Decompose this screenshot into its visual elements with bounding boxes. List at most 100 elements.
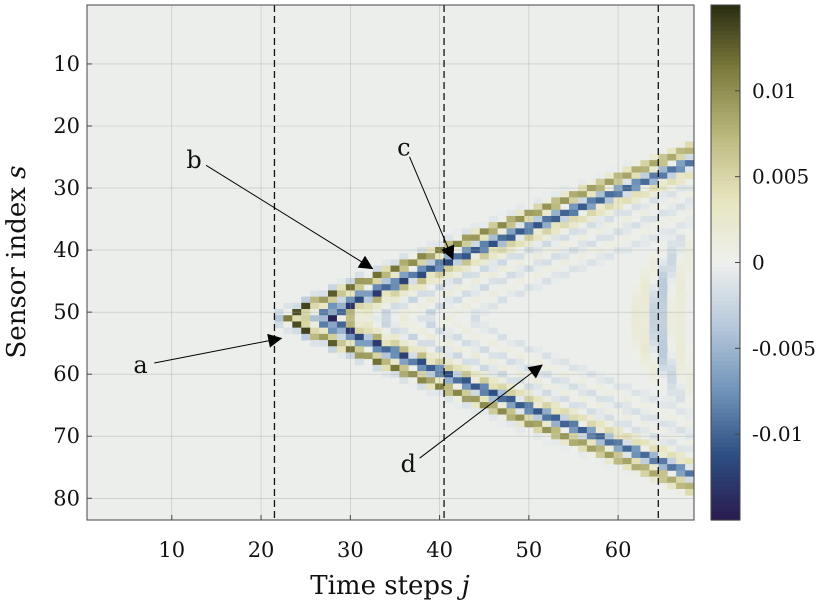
heatmap-cell	[649, 445, 659, 453]
colorbar-step	[711, 301, 740, 307]
heatmap-cell	[622, 178, 632, 186]
heatmap-cell	[586, 191, 597, 198]
heatmap-cell	[310, 327, 320, 335]
heatmap-cell	[577, 240, 588, 248]
colorbar-step	[711, 206, 740, 212]
heatmap-cell	[649, 346, 659, 353]
heatmap-cell	[533, 240, 543, 248]
colorbar-step	[711, 56, 740, 62]
heatmap-cell	[470, 358, 481, 366]
heatmap-cell	[667, 172, 677, 180]
heatmap-cell	[470, 271, 481, 279]
heatmap-cell	[667, 389, 677, 397]
heatmap-cell	[676, 383, 686, 391]
colorbar-step	[711, 86, 740, 92]
heatmap-cell	[479, 402, 490, 409]
heatmap-cell	[604, 166, 615, 173]
heatmap-cell	[542, 364, 552, 372]
colorbar-step	[711, 322, 740, 328]
heatmap-cell	[408, 383, 418, 391]
heatmap-cell	[586, 445, 597, 453]
heatmap-cell	[595, 439, 606, 446]
heatmap-cell	[506, 209, 516, 217]
heatmap-cell	[426, 383, 436, 391]
heatmap-cell	[622, 451, 632, 459]
heatmap-cell	[426, 259, 436, 266]
heatmap-cell	[649, 166, 659, 173]
heatmap-cell	[685, 141, 694, 149]
heatmap-cell	[676, 364, 686, 372]
heatmap-cell	[560, 420, 570, 428]
heatmap-cell	[685, 464, 694, 471]
heatmap-cell	[685, 445, 694, 453]
heatmap-cell	[685, 253, 694, 260]
heatmap-cell	[595, 451, 606, 459]
heatmap-cell	[381, 327, 391, 335]
heatmap-cell	[586, 414, 597, 422]
heatmap-cell	[649, 358, 659, 366]
heatmap-cell	[658, 352, 668, 360]
heatmap-cell	[604, 420, 615, 428]
heatmap-cell	[461, 389, 472, 397]
heatmap-cell	[595, 228, 606, 235]
heatmap-cell	[461, 284, 472, 291]
heatmap-cell	[506, 234, 516, 242]
heatmap-cell	[631, 302, 641, 310]
heatmap-cell	[426, 253, 436, 260]
heatmap-cell	[292, 302, 302, 310]
heatmap-cell	[640, 327, 650, 335]
heatmap-cell	[551, 215, 561, 223]
heatmap-cell	[649, 340, 659, 347]
heatmap-cell	[506, 222, 516, 229]
heatmap-cell	[640, 178, 650, 186]
heatmap-cell	[363, 278, 374, 285]
x-tick-label: 10	[158, 538, 185, 562]
heatmap-cell	[515, 420, 525, 428]
colorbar-step	[711, 292, 740, 298]
heatmap-cell	[417, 271, 427, 279]
heatmap-cell	[417, 340, 427, 347]
heatmap-cell	[301, 321, 311, 329]
colorbar-step	[711, 5, 740, 10]
heatmap-cell	[658, 321, 668, 329]
colorbar-step	[711, 378, 740, 384]
heatmap-cell	[631, 457, 641, 465]
heatmap-cell	[551, 426, 561, 434]
heatmap-cell	[461, 377, 472, 384]
heatmap-cell	[479, 383, 490, 391]
heatmap-cell	[533, 228, 543, 235]
heatmap-cell	[319, 315, 329, 322]
colorbar-tick-label: -0.005	[752, 336, 816, 360]
heatmap-cell	[569, 203, 579, 211]
colorbar-step	[711, 425, 740, 431]
y-axis-ticks: 10 20 30 40 50 60 70 80	[53, 52, 92, 510]
heatmap-cell	[328, 290, 338, 298]
heatmap-cell	[506, 290, 516, 298]
heatmap-cell	[515, 352, 525, 360]
heatmap-cell	[479, 364, 490, 372]
heatmap-cell	[604, 178, 615, 186]
heatmap-cell	[408, 284, 418, 291]
heatmap-cell	[390, 346, 400, 353]
heatmap-cell	[542, 191, 552, 198]
heatmap-cell	[399, 296, 409, 304]
heatmap-cell	[685, 284, 694, 291]
colorbar-step	[711, 296, 740, 302]
heatmap-cell	[649, 327, 659, 335]
colorbar-step	[711, 211, 740, 216]
colorbar-step	[711, 60, 740, 66]
annotation-label-b: b	[186, 146, 201, 174]
heatmap-cell	[336, 321, 347, 329]
heatmap-cell	[470, 296, 481, 304]
heatmap-cell	[533, 377, 543, 384]
x-tick-label: 20	[248, 538, 275, 562]
heatmap-cell	[336, 284, 347, 291]
heatmap-cell	[381, 358, 391, 366]
heatmap-cell	[658, 426, 668, 434]
heatmap-cell	[586, 178, 597, 186]
heatmap-cell	[649, 395, 659, 403]
heatmap-cell	[569, 191, 579, 198]
heatmap-cell	[497, 234, 507, 242]
heatmap-cell	[497, 284, 507, 291]
heatmap-cell	[408, 290, 418, 298]
